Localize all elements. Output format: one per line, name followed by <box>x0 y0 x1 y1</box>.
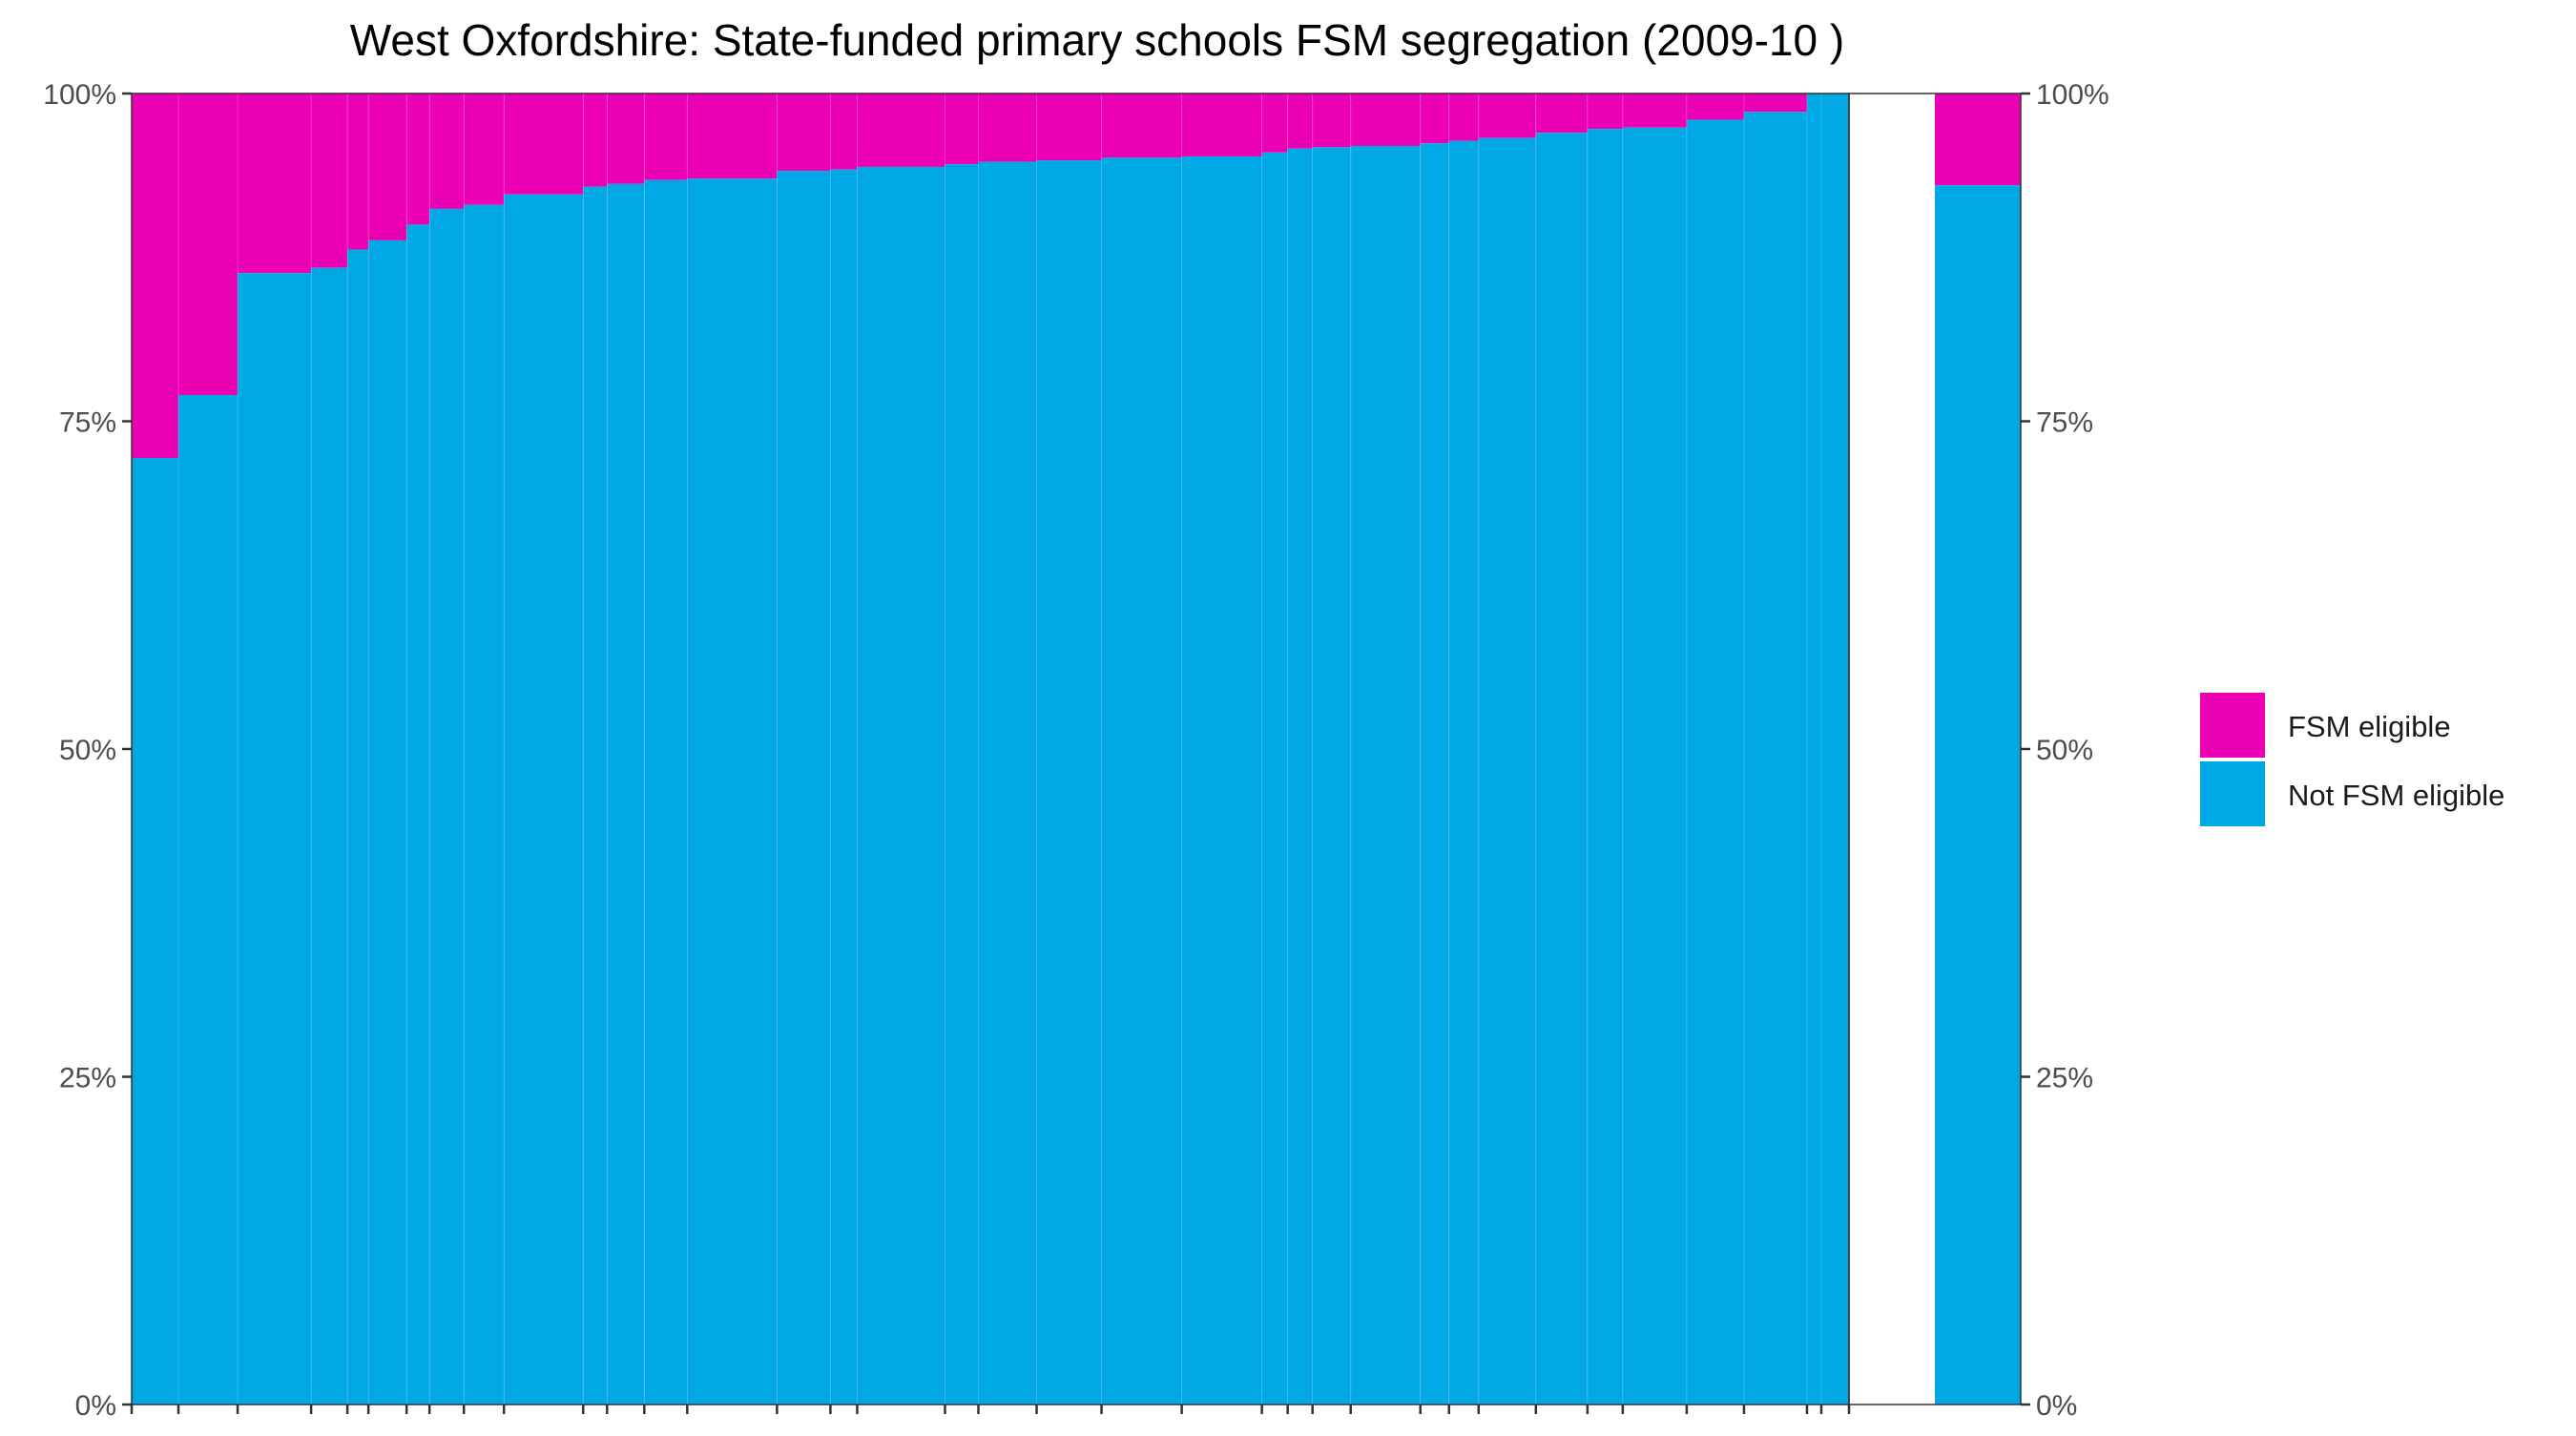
fsm-bar-29 <box>1535 94 1588 134</box>
y-tick-label-left-0: 0% <box>75 1390 116 1422</box>
fsm-bar-14 <box>777 94 831 172</box>
y-axis-right: 0% 25% 50% 75% 100% <box>2021 79 2109 1422</box>
y-tick-label-left-4: 100% <box>43 79 116 111</box>
fsm-bar-21 <box>1181 94 1262 156</box>
not-fsm-bar-16 <box>857 166 945 1405</box>
fsm-bar-30 <box>1587 94 1623 130</box>
legend-key-not-fsm-eligible <box>2200 761 2265 826</box>
not-fsm-bar-18 <box>978 161 1037 1405</box>
legend: FSM eligible Not FSM eligible <box>2200 693 2504 826</box>
fsm-bar-27 <box>1448 94 1479 141</box>
fsm-bar-28 <box>1478 94 1536 138</box>
y-tick-label-right-0: 0% <box>2036 1390 2077 1422</box>
main-panel <box>131 93 1850 1405</box>
fsm-bar-8 <box>464 94 505 205</box>
not-fsm-bar-14 <box>777 171 831 1405</box>
not-fsm-bar-17 <box>945 164 979 1405</box>
fsm-bar-2 <box>238 94 312 274</box>
fsm-bar-13 <box>687 94 778 179</box>
not-fsm-bar-19 <box>1036 160 1102 1405</box>
not-fsm-bar-2 <box>238 273 312 1405</box>
fsm-bar-24 <box>1312 94 1351 148</box>
not-fsm-bar-13 <box>687 178 778 1405</box>
y-tick-label-left-2: 50% <box>59 735 116 766</box>
x-axis-ticks <box>130 1405 1851 1414</box>
fsm-bar-3 <box>311 94 348 268</box>
not-fsm-bar-7 <box>429 208 465 1405</box>
fsm-bar-31 <box>1622 94 1687 128</box>
not-fsm-bar-28 <box>1478 137 1536 1405</box>
not-fsm-bar-8 <box>464 204 505 1405</box>
not-fsm-bar-15 <box>830 169 858 1405</box>
fsm-bar-15 <box>830 94 858 170</box>
not-fsm-bar-10 <box>583 186 608 1405</box>
fsm-bar-20 <box>1101 94 1182 158</box>
not-fsm-bar-3 <box>311 267 348 1405</box>
fsm-bar-10 <box>583 94 608 187</box>
fsm-bar-9 <box>504 94 584 195</box>
fsm-bar-0 <box>132 94 179 458</box>
not-fsm-bar-6 <box>406 224 430 1405</box>
y-tick-label-right-2: 50% <box>2036 735 2093 766</box>
fsm-bar-22 <box>1261 94 1288 153</box>
fsm-bar-25 <box>1350 94 1421 146</box>
not-fsm-bar-33 <box>1743 112 1807 1405</box>
not-fsm-bar-20 <box>1101 157 1182 1405</box>
not-fsm-bar-4 <box>347 249 369 1405</box>
not-fsm-bar-29 <box>1535 133 1588 1405</box>
fsm-bar-1 <box>178 94 239 396</box>
chart-title: West Oxfordshire: State-funded primary s… <box>350 15 1844 65</box>
fsm-bar-33 <box>1743 94 1807 113</box>
fsm-bar-7 <box>429 94 465 209</box>
not-fsm-bar-11 <box>607 183 645 1405</box>
overall-not-fsm-bar <box>1935 185 2021 1405</box>
fsm-bar-12 <box>644 94 688 180</box>
not-fsm-bar-22 <box>1261 152 1288 1405</box>
legend-key-fsm-eligible <box>2200 693 2265 758</box>
not-fsm-bar-5 <box>368 239 407 1405</box>
not-fsm-bar-34 <box>1806 94 1821 1405</box>
fsm-bar-17 <box>945 94 979 165</box>
not-fsm-bar-30 <box>1587 129 1623 1405</box>
fsm-bar-4 <box>347 94 369 250</box>
fsm-bar-19 <box>1036 94 1102 161</box>
not-fsm-bar-32 <box>1686 119 1744 1405</box>
not-fsm-bar-25 <box>1350 145 1421 1405</box>
y-tick-label-right-1: 25% <box>2036 1063 2093 1094</box>
not-fsm-bar-27 <box>1448 140 1479 1405</box>
y-tick-label-left-3: 75% <box>59 407 116 439</box>
fsm-bar-6 <box>406 94 430 225</box>
legend-label-fsm-eligible: FSM eligible <box>2288 710 2451 743</box>
not-fsm-bar-35 <box>1820 94 1849 1405</box>
fsm-bar-11 <box>607 94 645 184</box>
not-fsm-bar-0 <box>132 457 179 1405</box>
overall-panel <box>1848 93 2022 1405</box>
overall-fsm-bar <box>1935 94 2021 186</box>
fsm-bar-16 <box>857 94 945 167</box>
not-fsm-bar-31 <box>1622 127 1687 1405</box>
y-axis-left: 0% 25% 50% 75% 100% <box>43 79 132 1422</box>
fsm-bar-18 <box>978 94 1037 162</box>
fsm-bar-5 <box>368 94 407 240</box>
not-fsm-bar-24 <box>1312 147 1351 1405</box>
fsm-bar-23 <box>1287 94 1313 149</box>
not-fsm-bar-23 <box>1287 148 1313 1405</box>
y-tick-label-right-3: 75% <box>2036 407 2093 439</box>
legend-label-not-fsm-eligible: Not FSM eligible <box>2288 779 2504 812</box>
y-tick-label-left-1: 25% <box>59 1063 116 1094</box>
not-fsm-bar-12 <box>644 179 688 1405</box>
not-fsm-bar-21 <box>1181 156 1262 1405</box>
fsm-bar-26 <box>1420 94 1449 144</box>
not-fsm-bar-26 <box>1420 143 1449 1405</box>
not-fsm-bar-1 <box>178 395 239 1405</box>
fsm-bar-32 <box>1686 94 1744 120</box>
not-fsm-bar-9 <box>504 194 584 1405</box>
y-tick-label-right-4: 100% <box>2036 79 2109 111</box>
